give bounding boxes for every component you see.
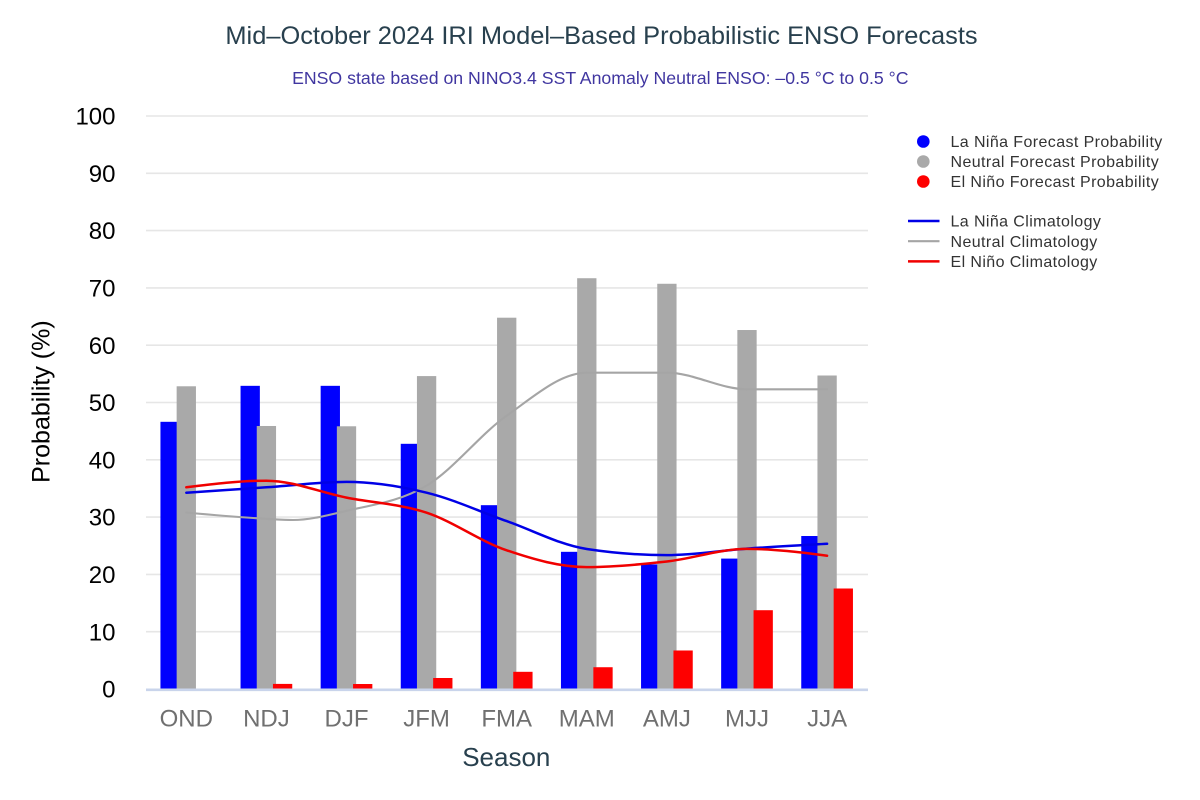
svg-text:80: 80	[89, 218, 116, 245]
svg-text:40: 40	[89, 447, 116, 474]
svg-text:NDJ: NDJ	[243, 706, 290, 733]
svg-text:JFM: JFM	[403, 706, 450, 733]
svg-text:90: 90	[89, 161, 116, 188]
svg-text:La Niña Climatology: La Niña Climatology	[951, 214, 1102, 231]
svg-text:El Niño Forecast Probability: El Niño Forecast Probability	[951, 174, 1160, 191]
svg-text:DJF: DJF	[325, 706, 369, 733]
svg-text:MAM: MAM	[559, 706, 615, 733]
svg-text:Neutral Climatology: Neutral Climatology	[951, 234, 1098, 251]
svg-text:El Niño Climatology: El Niño Climatology	[951, 254, 1098, 271]
svg-text:60: 60	[89, 333, 116, 360]
svg-text:JJA: JJA	[807, 706, 847, 733]
svg-text:AMJ: AMJ	[643, 706, 691, 733]
svg-text:ENSO state based on NINO3.4 SS: ENSO state based on NINO3.4 SST Anomaly …	[292, 68, 909, 88]
svg-text:OND: OND	[160, 706, 213, 733]
svg-text:20: 20	[89, 562, 116, 589]
svg-text:10: 10	[89, 619, 116, 646]
svg-text:La Niña Forecast Probability: La Niña Forecast Probability	[951, 134, 1163, 151]
svg-text:70: 70	[89, 276, 116, 303]
svg-text:0: 0	[102, 677, 115, 704]
svg-text:Mid–October 2024 IRI Model–Bas: Mid–October 2024 IRI Model–Based Probabi…	[225, 22, 977, 50]
svg-text:MJJ: MJJ	[725, 706, 769, 733]
svg-text:Neutral Forecast Probability: Neutral Forecast Probability	[951, 154, 1160, 171]
svg-text:30: 30	[89, 505, 116, 532]
svg-text:Probability (%): Probability (%)	[27, 320, 55, 483]
svg-text:FMA: FMA	[481, 706, 532, 733]
svg-text:100: 100	[75, 104, 115, 131]
svg-text:Season: Season	[462, 742, 550, 772]
svg-text:50: 50	[89, 390, 116, 417]
